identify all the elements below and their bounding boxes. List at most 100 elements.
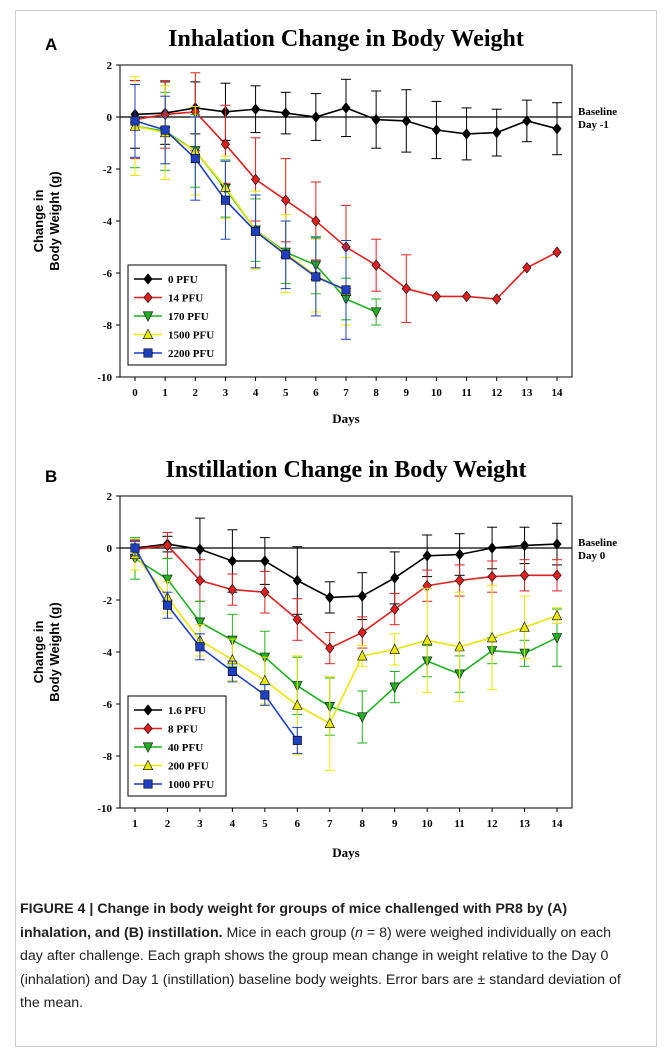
panel-b-series-1-6-pfu: [130, 517, 562, 620]
panel-b-baseline-day-label: Day 0: [578, 550, 606, 562]
panel-a-series-2200-pfu-point: [130, 116, 140, 126]
panel-a-series-14-pfu-point: [311, 215, 321, 227]
panel-b-series-200-pfu-point: [421, 634, 433, 645]
panel-a-series-14-pfu-point: [461, 290, 472, 303]
panel-b-series-1000-pfu-line: [134, 547, 298, 741]
panel-a-xtick-label: 10: [431, 387, 443, 399]
panel-a-series-2200-pfu-point: [311, 272, 321, 282]
panel-b-series-8-pfu: [130, 531, 562, 665]
panel-a-series-2200-pfu-point: [160, 125, 170, 135]
panel-a-legend-entry-marker: [143, 273, 153, 285]
panel-b-y-axis-label: Change inBody Weight (g): [31, 602, 62, 701]
panel-a-ytick-label: 2: [107, 60, 113, 72]
panel-b-series-1000-pfu-point: [260, 690, 270, 700]
panel-a-ytick-label: -6: [103, 268, 113, 280]
panel-b-ytick-label: -6: [103, 699, 113, 711]
panel-a-series-14-pfu-point: [371, 259, 381, 271]
panel-b-ytick-label: 2: [107, 491, 113, 503]
panel-a-xtick-label: 2: [193, 387, 199, 399]
panel-b-xtick-label: 13: [519, 818, 531, 830]
panel-a-title: Inhalation Change in Body Weight: [168, 26, 524, 52]
panel-a-xtick-label: 13: [521, 387, 533, 399]
panel-b-baseline-label: Baseline: [578, 537, 617, 549]
panel-a-series-0-pfu-point: [431, 124, 442, 136]
panel-b-series-1-6-pfu-point: [519, 539, 530, 552]
panel-a-legend-entry-label: 170 PFU: [168, 311, 209, 323]
panel-b-series-8-pfu-point: [552, 569, 562, 581]
panel-a-ytick-label: 0: [107, 112, 113, 124]
panel-b-title: Instillation Change in Body Weight: [166, 457, 527, 483]
panel-b-legend-entry-label: 40 PFU: [168, 742, 203, 754]
panel-b-series-8-pfu-point: [292, 613, 302, 626]
panel-b-label: B: [45, 467, 57, 486]
panel-b-ytick-label: -10: [97, 803, 112, 815]
panel-b-series-40-pfu-point: [389, 682, 400, 693]
panel-a-series-0-pfu-point: [311, 111, 321, 123]
panel-b-series-8-pfu-point: [357, 626, 367, 639]
panel-a-series-14-pfu-point: [492, 293, 502, 305]
panel-a-series-14-pfu-point: [281, 194, 291, 206]
panel-a-series-2200-pfu-point: [341, 285, 351, 295]
panel-b-series-1000-pfu-point: [292, 735, 302, 745]
panel-b-legend: 1.6 PFU 8 PFU 40 PFU 200 PFU 1000 PFU: [127, 695, 227, 797]
panel-b-legend-entry-marker: [142, 742, 154, 753]
panel-a-series-14-pfu-point: [250, 173, 261, 186]
panel-b-series-8-pfu-point: [260, 586, 270, 598]
panel-a-xtick-label: 7: [343, 387, 349, 399]
panel-b-chart: B Instillation Change in Body Weight Basel…: [31, 457, 617, 860]
panel-a-xtick-label: 6: [313, 387, 319, 399]
panel-b-series-40-pfu-point: [357, 712, 368, 723]
panel-b-xtick-label: 4: [230, 818, 236, 830]
panel-b-series-1-6-pfu-point: [390, 572, 400, 584]
panel-a-x-axis-label: Days: [332, 411, 359, 426]
panel-b-legend-entry-marker: [143, 704, 153, 716]
panel-b-series-200-pfu-point: [259, 674, 271, 686]
caption-body-1: Mice in each group (: [222, 924, 356, 941]
panel-b-series-1-6-pfu-point: [552, 538, 562, 550]
panel-b-series-40-pfu-point: [162, 574, 173, 586]
panel-b-series-200-pfu-point: [324, 717, 335, 729]
panel-a-xtick-label: 5: [283, 387, 289, 399]
panel-a-series-14-pfu-point: [401, 282, 411, 295]
panel-a-series-0-pfu-point: [250, 103, 261, 115]
panel-a-series-0-pfu-point: [341, 102, 351, 114]
panel-b-ytick-label: 0: [107, 543, 113, 555]
panel-b-series-1-6-pfu-point: [195, 543, 205, 555]
figure-charts: A Inhalation Change in Body Weight Baselin…: [31, 26, 617, 860]
figure-caption: FIGURE 4 | Change in body weight for gro…: [20, 898, 630, 1016]
panel-b-series-1-6-pfu-point: [325, 591, 335, 604]
panel-a-series-2200-pfu-line: [134, 120, 347, 291]
panel-b-series-8-pfu-point: [325, 642, 335, 654]
panel-a-y-axis-label: Change inBody Weight (g): [31, 171, 62, 270]
panel-b-xtick-label: 2: [165, 818, 171, 830]
panel-a-legend-box: [127, 264, 227, 366]
panel-b-legend-entry-marker: [142, 759, 154, 771]
panel-b-xtick-label: 9: [392, 818, 398, 830]
panel-b-legend-entry-label: 1.6 PFU: [168, 705, 206, 717]
panel-b-series-1-6-pfu-point: [227, 555, 237, 567]
panel-b-series-200-pfu-point: [519, 621, 530, 632]
panel-a-series-14-pfu-point: [220, 138, 231, 150]
panel-b-series-200-pfu-point: [357, 650, 368, 661]
panel-a-series-0-pfu-point: [492, 126, 502, 139]
panel-b-series-1000-pfu: [130, 539, 303, 754]
panel-a-y-axis-label-line2: Body Weight (g): [47, 171, 62, 270]
panel-b-series-8-pfu-point: [390, 603, 400, 615]
panel-b-series-1-6-pfu-point: [292, 574, 302, 587]
panel-b-series-1-6-pfu-point: [422, 550, 432, 562]
panel-a-ytick-label: -8: [103, 320, 113, 332]
panel-b-ytick-label: -8: [103, 751, 113, 763]
panel-a-xtick-label: 9: [404, 387, 410, 399]
panel-b-xtick-label: 8: [359, 818, 365, 830]
panel-b-series-1000-pfu-point: [130, 543, 140, 553]
panel-b-series-1000-pfu-point: [195, 642, 205, 652]
panel-b-series-200-pfu-point: [551, 609, 563, 621]
panel-b-xtick-label: 7: [327, 818, 333, 830]
panel-b-xtick-label: 5: [262, 818, 268, 830]
panel-b-legend-entry-marker: [143, 722, 153, 735]
panel-b-xtick-label: 1: [132, 818, 138, 830]
panel-a-xtick-label: 4: [253, 387, 259, 399]
panel-a-xtick-label: 8: [373, 387, 379, 399]
panel-b-legend-entry-label: 200 PFU: [168, 761, 209, 773]
panel-a-label: A: [45, 35, 57, 54]
